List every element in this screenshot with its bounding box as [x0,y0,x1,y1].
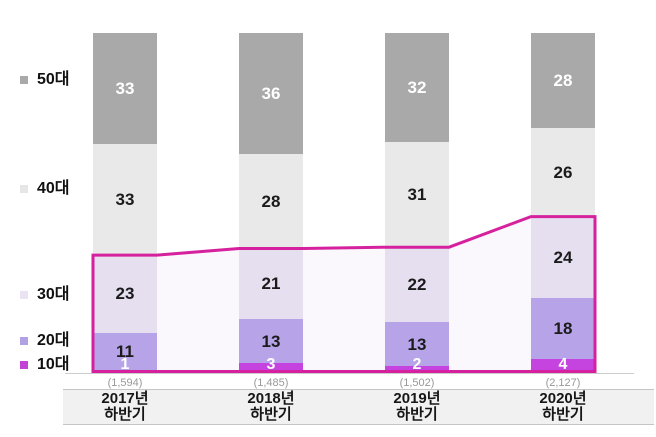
value-label: 23 [115,284,135,304]
legend-label: 50대 [37,71,70,88]
value-label: 28 [261,191,281,211]
bar-segment-30대: 23 [93,255,157,333]
bar-segment-50대: 28 [531,33,595,129]
legend-item-30대: 30대 [20,287,70,303]
legend-item-40대: 40대 [20,181,70,197]
legend-label: 40대 [37,180,70,197]
bar-segment-50대: 32 [385,33,449,142]
value-label: 26 [553,162,573,182]
total-label: (2,127) [545,377,581,389]
bar-segment-40대: 28 [239,154,303,249]
legend-swatch-icon [20,291,28,299]
value-label: 36 [261,84,281,104]
bar-segment-30대: 21 [239,248,303,320]
total-label: (1,502) [399,377,435,389]
value-label: 32 [407,77,427,97]
legend-swatch-icon [20,337,28,345]
value-label: 1 [120,355,130,373]
value-label: 3 [266,355,276,373]
value-label: 28 [553,71,573,91]
bar-segment-10대: 2 [385,356,449,373]
legend-label: 30대 [37,286,70,303]
bar-segment-10대: 1 [93,356,157,373]
value-label: 22 [407,275,427,295]
legend-label: 20대 [37,332,70,349]
bar-segment-30대: 22 [385,247,449,322]
legend-item-10대: 10대 [20,357,70,373]
bar-segment-50대: 33 [93,33,157,145]
value-label: 24 [553,247,573,267]
bar-column: 32 31 22 13 2 [385,33,449,373]
total-label: (1,594) [107,377,143,389]
legend-label: 10대 [37,356,70,373]
bar-segment-10대: 3 [239,356,303,373]
value-label: 33 [115,79,135,99]
x-axis-baseline [65,373,634,374]
value-label: 2 [412,355,422,373]
legend-swatch-icon [20,185,28,193]
bar-segment-40대: 26 [531,128,595,217]
value-label: 13 [261,331,281,351]
bar-segment-40대: 33 [93,144,157,256]
value-label: 18 [553,319,573,339]
bar-segment-10대: 4 [531,355,595,373]
bar-column: 28 26 24 18 4 [531,33,595,373]
legend-item-20대: 20대 [20,333,70,349]
x-axis-category-label: 2019년 하반기 [393,390,441,423]
total-label: (1,485) [253,377,289,389]
legend-swatch-icon [20,76,28,84]
x-axis-category-label: 2020년 하반기 [539,390,587,423]
legend-item-50대: 50대 [20,72,70,88]
value-label: 4 [558,355,568,373]
bar-column: 33 33 23 11 1 [93,33,157,373]
x-axis-category-label: 2018년 하반기 [247,390,295,423]
x-axis-band: 2017년 하반기 2018년 하반기 2019년 하반기 2020년 하반기 [63,389,654,425]
value-label: 31 [407,184,427,204]
bar-segment-50대: 36 [239,33,303,155]
bar-segment-30대: 24 [531,216,595,299]
bar-segment-20대: 18 [531,298,595,360]
bar-column: 36 28 21 13 3 [239,33,303,373]
value-label: 33 [115,190,135,210]
value-label: 13 [407,334,427,354]
x-axis-category-label: 2017년 하반기 [101,390,149,423]
bar-segment-40대: 31 [385,141,449,248]
legend-swatch-icon [20,361,28,369]
value-label: 21 [261,274,281,294]
